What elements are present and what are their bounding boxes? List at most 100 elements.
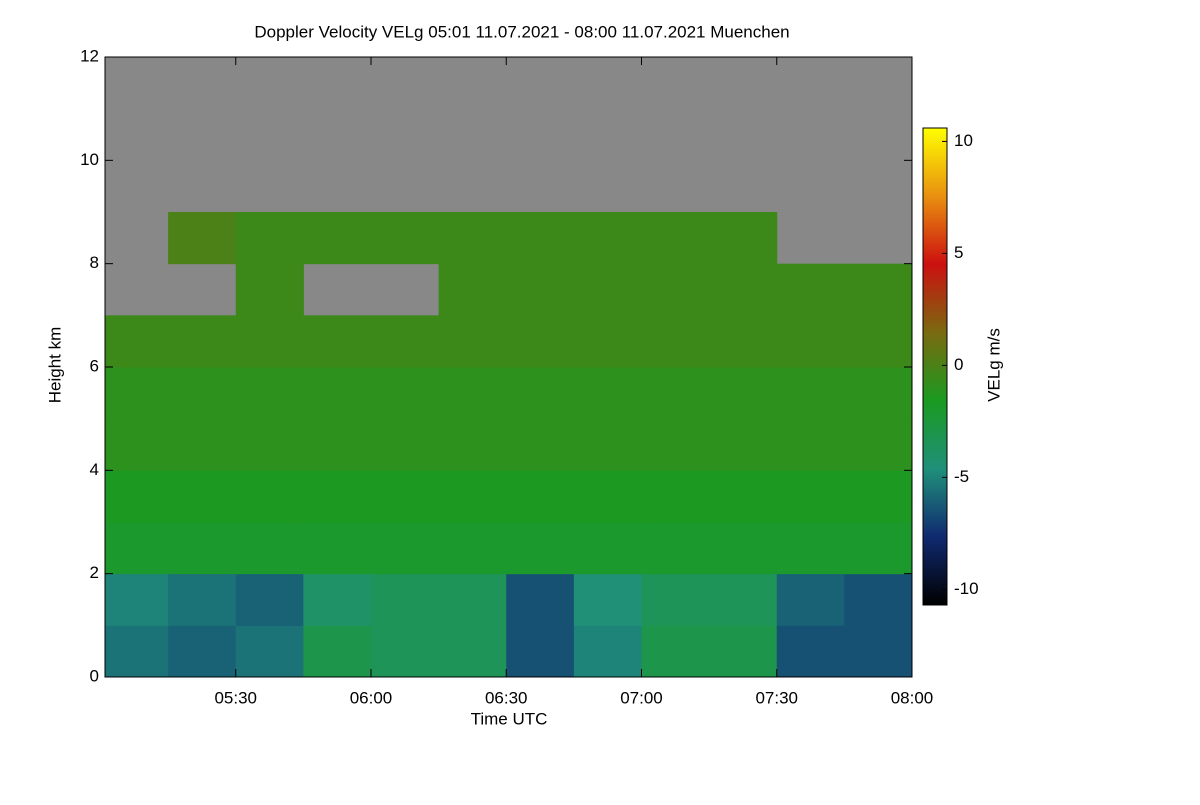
- heatmap-cell: [506, 367, 575, 420]
- x-tick-label: 07:00: [620, 688, 663, 707]
- heatmap-cell: [370, 522, 440, 575]
- heatmap-cell: [105, 418, 169, 471]
- heatmap-cell: [641, 418, 710, 471]
- heatmap-cell: [709, 263, 778, 316]
- heatmap-cell: [573, 212, 642, 265]
- heatmap-cell: [370, 367, 440, 420]
- heatmap-cell: [506, 315, 575, 368]
- heatmap-cell: [844, 315, 913, 368]
- heatmap-cell: [844, 573, 913, 626]
- heatmap-cell: [105, 315, 169, 368]
- heatmap-cell: [776, 470, 845, 523]
- heatmap-cell: [105, 573, 169, 626]
- heatmap-cell: [844, 418, 913, 471]
- heatmap-cell: [709, 522, 778, 575]
- heatmap-cell: [438, 522, 507, 575]
- heatmap-cell: [573, 315, 642, 368]
- heatmap-cell: [709, 367, 778, 420]
- x-tick-label: 08:00: [891, 688, 934, 707]
- heatmap-cell: [168, 573, 237, 626]
- heatmap-cell: [641, 625, 710, 678]
- heatmap-cell: [438, 315, 507, 368]
- heatmap-cell: [235, 263, 304, 316]
- y-tick-label: 12: [80, 46, 99, 65]
- heatmap-cell: [776, 315, 845, 368]
- heatmap-cell: [235, 522, 304, 575]
- heatmap-cell: [506, 522, 575, 575]
- heatmap-cell: [438, 367, 507, 420]
- heatmap-cell: [506, 573, 575, 626]
- chart-title: Doppler Velocity VELg 05:01 11.07.2021 -…: [254, 22, 789, 41]
- heatmap-cell: [438, 470, 507, 523]
- y-tick-label: 6: [90, 356, 99, 375]
- heatmap-cell: [235, 212, 304, 265]
- heatmap-cell: [370, 573, 440, 626]
- heatmap-cell: [370, 470, 440, 523]
- heatmap-cell: [641, 470, 710, 523]
- y-tick-label: 0: [90, 666, 99, 685]
- heatmap-cell: [844, 263, 913, 316]
- heatmap-cell: [844, 367, 913, 420]
- heatmap-cell: [105, 367, 169, 420]
- heatmap-cell: [506, 470, 575, 523]
- heatmap-cell: [709, 212, 778, 265]
- heatmap-cell: [303, 573, 372, 626]
- heatmap-cell: [168, 315, 237, 368]
- colorbar-tick-label: 5: [954, 243, 963, 262]
- x-tick-label: 06:00: [350, 688, 393, 707]
- heatmap-cell: [303, 625, 372, 678]
- heatmap-cell: [506, 263, 575, 316]
- x-tick-label: 05:30: [214, 688, 257, 707]
- heatmap-cell: [573, 625, 642, 678]
- heatmap-cell: [235, 367, 304, 420]
- heatmap-cell: [776, 418, 845, 471]
- heatmap-cell: [105, 625, 169, 678]
- heatmap-cell: [641, 522, 710, 575]
- heatmap-cell: [438, 573, 507, 626]
- heatmap-cell: [105, 470, 169, 523]
- heatmap-cell: [235, 625, 304, 678]
- heatmap-cell: [438, 212, 507, 265]
- heatmap-cell: [709, 470, 778, 523]
- heatmap-cell: [573, 573, 642, 626]
- heatmap-cell: [303, 367, 372, 420]
- heatmap-cell: [168, 418, 237, 471]
- heatmap-cell: [844, 625, 913, 678]
- heatmap-cell: [776, 367, 845, 420]
- heatmap-cell: [506, 418, 575, 471]
- heatmap-cell: [641, 263, 710, 316]
- colorbar-tick-label: -10: [954, 579, 979, 598]
- heatmap-cell: [235, 418, 304, 471]
- heatmap-cell: [303, 522, 372, 575]
- colorbar-label: VELg m/s: [984, 328, 1003, 402]
- heatmap-cell: [168, 522, 237, 575]
- heatmap-cell: [641, 573, 710, 626]
- heatmap-cell: [709, 418, 778, 471]
- heatmap-cell: [573, 470, 642, 523]
- heatmap-cell: [370, 418, 440, 471]
- heatmap-cell: [370, 212, 440, 265]
- heatmap-cell: [641, 315, 710, 368]
- colorbar-tick-label: 10: [954, 131, 973, 150]
- heatmap-cell: [709, 573, 778, 626]
- heatmap-cell: [303, 315, 372, 368]
- heatmap-cell: [641, 367, 710, 420]
- heatmap-cell: [105, 522, 169, 575]
- y-tick-label: 8: [90, 253, 99, 272]
- x-tick-label: 06:30: [485, 688, 528, 707]
- heatmap-cell: [573, 522, 642, 575]
- heatmap-cell: [235, 573, 304, 626]
- heatmap-cell: [776, 625, 845, 678]
- heatmap-cell: [844, 470, 913, 523]
- heatmap-cell: [438, 263, 507, 316]
- heatmap-cell: [641, 212, 710, 265]
- x-tick-label: 07:30: [755, 688, 798, 707]
- heatmap-cell: [709, 315, 778, 368]
- y-tick-label: 2: [90, 563, 99, 582]
- colorbar: [922, 127, 948, 606]
- colorbar-tick-label: -5: [954, 467, 969, 486]
- heatmap-cell: [506, 212, 575, 265]
- y-axis-label: Height km: [45, 327, 64, 404]
- heatmap-cell: [776, 263, 845, 316]
- heatmap-cell: [573, 367, 642, 420]
